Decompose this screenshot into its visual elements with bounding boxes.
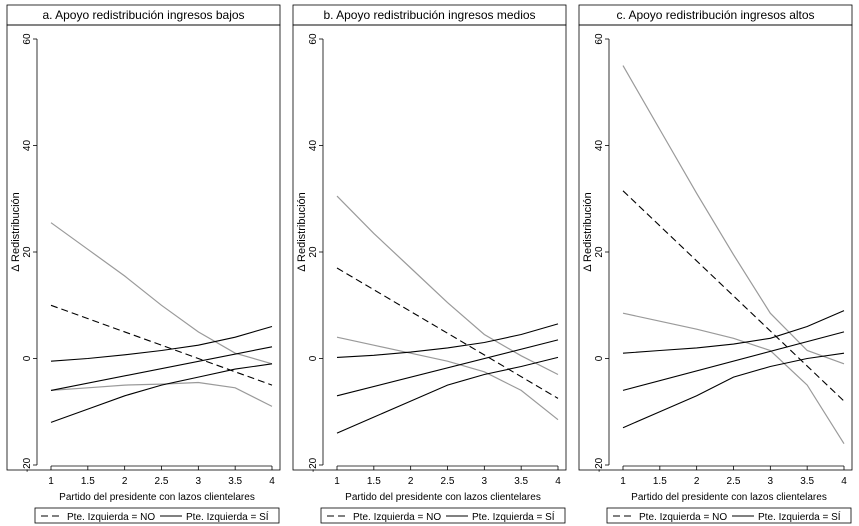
legend-box	[606, 507, 852, 524]
series-line-2	[336, 195, 559, 376]
x-tick-label: 1.5	[81, 476, 95, 487]
series-line-5	[622, 310, 845, 354]
y-tick-label: -20	[594, 457, 605, 472]
plot-area	[292, 24, 567, 471]
x-tick-label: 2.5	[441, 476, 455, 487]
plot-area	[6, 24, 281, 471]
series-line-2	[50, 222, 273, 365]
x-tick-label: 4	[555, 476, 561, 487]
chart-title: a. Apoyo redistribución ingresos bajos	[42, 8, 244, 22]
x-tick-label: 1.5	[653, 476, 667, 487]
chart-title: c. Apoyo redistribución ingresos altos	[616, 8, 814, 22]
y-axis-label: Δ Redistribución	[296, 192, 308, 272]
y-tick-label: 20	[22, 246, 33, 258]
y-tick-label: -20	[22, 457, 33, 472]
x-tick-label: 2	[694, 476, 700, 487]
y-tick-label: 20	[308, 246, 319, 258]
series-line-1	[50, 304, 273, 386]
series-line-3	[50, 381, 273, 407]
plot-area	[578, 24, 853, 471]
legend: Pte. Izquierda = NO Pte. Izquierda = SÍ	[606, 507, 852, 524]
x-tick-label: 3	[482, 476, 488, 487]
series-line-6	[336, 356, 559, 434]
y-tick-label: 40	[308, 140, 319, 152]
legend: Pte. Izquierda = NO Pte. Izquierda = SÍ	[34, 507, 280, 524]
series-line-6	[622, 352, 845, 429]
y-tick-label: 20	[594, 246, 605, 258]
y-axis-label: Δ Redistribución	[10, 192, 22, 272]
x-tick-label: 3	[196, 476, 202, 487]
legend-label-si: Pte. Izquierda = SÍ	[758, 510, 841, 523]
series-line-3	[336, 336, 559, 421]
series-line-6	[50, 363, 273, 423]
legend-label-no: Pte. Izquierda = NO	[67, 512, 155, 523]
x-tick-label: 2.5	[727, 476, 741, 487]
x-axis-label: Partido del presidente con lazos cliente…	[345, 492, 541, 503]
x-tick-label: 1.5	[367, 476, 381, 487]
y-tick-label: 60	[22, 33, 33, 45]
series-line-4	[336, 339, 559, 397]
legend-box	[320, 507, 566, 524]
x-tick-label: 2.5	[155, 476, 169, 487]
x-tick-label: 4	[841, 476, 847, 487]
y-tick-label: 60	[594, 33, 605, 45]
x-tick-label: 2	[122, 476, 128, 487]
legend: Pte. Izquierda = NO Pte. Izquierda = SÍ	[320, 507, 566, 524]
series-line-3	[622, 312, 845, 445]
x-tick-label: 2	[408, 476, 414, 487]
series-line-4	[50, 346, 273, 391]
legend-label-no: Pte. Izquierda = NO	[639, 512, 727, 523]
series-line-1	[622, 190, 845, 402]
x-tick-label: 1	[48, 476, 54, 487]
chart-panel-1: a. Apoyo redistribución ingresos bajos -2…	[6, 4, 281, 524]
series-line-1	[336, 267, 559, 399]
chart-title: b. Apoyo redistribución ingresos medios	[323, 8, 535, 22]
x-tick-label: 1	[620, 476, 626, 487]
x-tick-label: 1	[334, 476, 340, 487]
legend-label-no: Pte. Izquierda = NO	[353, 512, 441, 523]
legend-label-si: Pte. Izquierda = SÍ	[186, 510, 269, 523]
y-tick-label: 40	[594, 140, 605, 152]
y-tick-label: 40	[22, 140, 33, 152]
y-tick-label: 0	[22, 355, 33, 361]
y-tick-label: -20	[308, 457, 319, 472]
series-line-2	[622, 65, 845, 365]
x-tick-label: 3.5	[800, 476, 814, 487]
y-tick-label: 0	[594, 355, 605, 361]
x-tick-label: 3.5	[514, 476, 528, 487]
chart-panel-2: b. Apoyo redistribución ingresos medios -…	[292, 4, 567, 524]
x-tick-label: 3	[768, 476, 774, 487]
x-tick-label: 3.5	[228, 476, 242, 487]
y-tick-label: 60	[308, 33, 319, 45]
series-line-4	[622, 331, 845, 391]
legend-box	[34, 507, 280, 524]
x-axis-label: Partido del presidente con lazos cliente…	[631, 492, 827, 503]
series-line-5	[50, 325, 273, 362]
series-line-5	[336, 323, 559, 358]
y-axis-label: Δ Redistribución	[582, 192, 594, 272]
legend-label-si: Pte. Izquierda = SÍ	[472, 510, 555, 523]
y-tick-label: 0	[308, 355, 319, 361]
x-axis-label: Partido del presidente con lazos cliente…	[59, 492, 255, 503]
x-tick-label: 4	[269, 476, 275, 487]
chart-panel-3: c. Apoyo redistribución ingresos altos -2…	[578, 4, 853, 524]
